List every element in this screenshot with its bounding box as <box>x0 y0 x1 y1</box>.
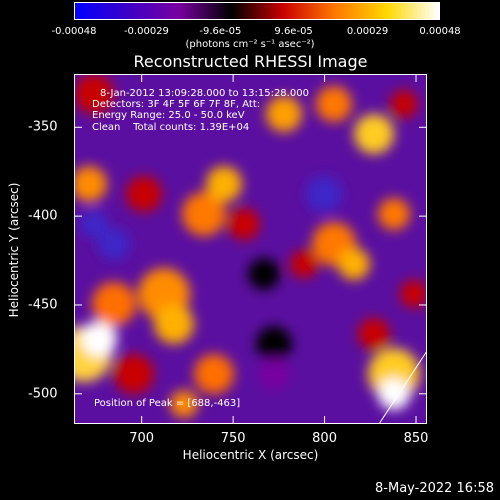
emission-blob <box>194 354 234 394</box>
emission-blob <box>92 282 136 326</box>
colorbar-tick-label: -0.00048 <box>51 26 97 37</box>
emission-blob <box>170 390 198 418</box>
emission-blob <box>98 228 130 260</box>
emission-blob <box>74 74 114 114</box>
chart-title: Reconstructed RHESSI Image <box>133 52 368 71</box>
colorbar-tick-label: -9.6e-05 <box>199 26 242 37</box>
info-line-energy: Energy Range: 25.0 - 50.0 keV <box>92 110 245 121</box>
x-axis-label: Heliocentric X (arcsec) <box>182 448 319 462</box>
emission-blob <box>338 248 370 280</box>
emission-blob <box>354 114 394 154</box>
x-tick-label: 850 <box>403 431 429 446</box>
emission-blob <box>266 96 302 132</box>
footer-timestamp: 8-May-2022 16:58 <box>375 481 494 496</box>
y-tick-label: -450 <box>28 297 58 313</box>
emission-blob <box>258 358 290 390</box>
colorbar-tick-label: 0.00029 <box>346 26 389 37</box>
emission-blob <box>154 304 194 344</box>
emission-blob <box>316 86 352 122</box>
emission-blob <box>228 208 260 240</box>
colorbar-tick-label: 0.00048 <box>419 26 461 37</box>
colorbar <box>74 2 440 20</box>
colorbar-gradient <box>75 3 439 19</box>
emission-blob <box>290 250 318 278</box>
colorbar-tick-label: 9.6e-05 <box>274 26 313 37</box>
emission-blob <box>74 166 107 202</box>
info-line-detectors: Detectors: 3F 4F 5F 6F 7F 8F, Att: <box>92 99 261 110</box>
emission-blob <box>400 280 427 308</box>
colorbar-tick-label: -0.00029 <box>123 26 169 37</box>
x-tick-label: 700 <box>129 431 155 446</box>
emission-blob <box>358 318 390 350</box>
emission-blob <box>378 378 410 410</box>
info-line-time: 8-Jan-2012 13:09:28.000 to 13:15:28.000 <box>100 88 309 99</box>
emission-blob <box>182 192 226 236</box>
emission-blob <box>256 326 292 362</box>
emission-blob <box>390 90 418 118</box>
x-tick-label: 800 <box>312 431 337 446</box>
emission-blob <box>126 176 162 212</box>
emission-blob <box>206 166 242 202</box>
y-tick-label: -350 <box>28 119 58 135</box>
info-line-counts: Clean Total counts: 1.39E+04 <box>92 122 250 133</box>
y-tick-label: -400 <box>28 208 58 224</box>
limb-line <box>378 350 427 424</box>
emission-blob <box>81 321 117 357</box>
emission-blob <box>248 258 280 290</box>
colorbar-unit-label: (photons cm⁻² s⁻¹ asec⁻²) <box>185 39 315 50</box>
emission-blob <box>80 210 108 238</box>
peak-position-label: Position of Peak = [688,-463] <box>94 398 241 409</box>
emission-blob <box>378 198 410 230</box>
y-tick-label: -500 <box>28 386 58 402</box>
y-axis-label: Heliocentric Y (arcsec) <box>7 182 21 318</box>
x-tick-label: 750 <box>220 431 246 446</box>
emission-blob <box>306 176 342 212</box>
emission-blob <box>114 354 154 394</box>
heatmap-plot <box>74 74 427 424</box>
